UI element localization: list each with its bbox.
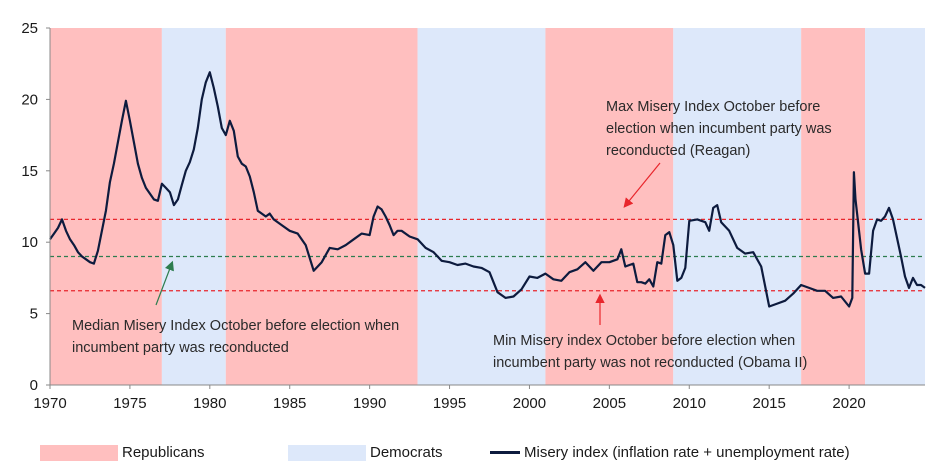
annotation-max-arrow bbox=[623, 162, 661, 208]
y-tick-label-15: 15 bbox=[21, 163, 38, 180]
band-democrats-1 bbox=[161, 28, 226, 385]
x-tick-label-1990: 1990 bbox=[353, 395, 386, 412]
legend-swatch-republicans bbox=[40, 444, 118, 461]
annotation-max-line-1: Max Misery Index October before bbox=[606, 99, 820, 115]
annotation-min-line-2: incumbent party was not reconducted (Oba… bbox=[493, 355, 807, 371]
y-tick-label-25: 25 bbox=[21, 20, 38, 37]
y-tick-label-20: 20 bbox=[21, 91, 38, 108]
annotation-median-line-1: Median Misery Index October before elect… bbox=[72, 318, 399, 334]
reference-lines bbox=[50, 218, 925, 292]
legend-item-misery-index: Misery index (inflation rate + unemploym… bbox=[490, 444, 850, 461]
series-layer bbox=[49, 71, 926, 308]
x-tick-label-2020: 2020 bbox=[832, 395, 865, 412]
x-tick-label-1975: 1975 bbox=[113, 395, 146, 412]
x-tick-label-1995: 1995 bbox=[433, 395, 466, 412]
legend-item-democrats: Democrats bbox=[288, 444, 443, 461]
legend: Republicans Democrats Misery index (infl… bbox=[0, 438, 949, 468]
x-tick-label-2010: 2010 bbox=[673, 395, 706, 412]
series-line-misery-index bbox=[49, 71, 926, 308]
annotation-median-arrow bbox=[155, 260, 174, 306]
legend-item-republicans: Republicans bbox=[40, 444, 205, 461]
y-tick-label-0: 0 bbox=[30, 377, 38, 394]
band-democrats-3 bbox=[417, 28, 546, 385]
annotation-max: Max Misery Index October before election… bbox=[606, 99, 836, 159]
band-democrats-5 bbox=[673, 28, 802, 385]
legend-line-misery-index bbox=[490, 451, 520, 454]
annotation-median-line-2: incumbent party was reconducted bbox=[72, 340, 289, 356]
legend-label-misery-index: Misery index (inflation rate + unemploym… bbox=[524, 444, 850, 461]
annotation-min: Min Misery index October before election… bbox=[493, 333, 807, 371]
annotation-median: Median Misery Index October before elect… bbox=[72, 318, 403, 356]
y-tick-label-10: 10 bbox=[21, 234, 38, 251]
x-tick-label-2015: 2015 bbox=[752, 395, 785, 412]
annotations: Max Misery Index October before election… bbox=[72, 99, 836, 371]
party-background-bands bbox=[50, 28, 925, 385]
legend-swatch-democrats bbox=[288, 444, 366, 461]
x-tick-label-1985: 1985 bbox=[273, 395, 306, 412]
annotation-max-line-3: reconducted (Reagan) bbox=[606, 143, 750, 159]
annotation-min-line-1: Min Misery index October before election… bbox=[493, 333, 795, 349]
annotation-max-line-2: election when incumbent party was bbox=[606, 121, 832, 137]
legend-label-democrats: Democrats bbox=[370, 444, 443, 461]
x-tick-label-1970: 1970 bbox=[33, 395, 66, 412]
legend-label-republicans: Republicans bbox=[122, 444, 205, 461]
x-tick-label-1980: 1980 bbox=[193, 395, 226, 412]
x-tick-labels: 1970 1975 1980 1985 1990 1995 2000 2005 2010 2015… bbox=[33, 385, 866, 412]
y-tick-labels: 0 5 10 15 20 25 bbox=[21, 20, 50, 394]
x-tick-label-2000: 2000 bbox=[513, 395, 546, 412]
band-republicans-4 bbox=[545, 28, 674, 385]
misery-index-chart: 0 5 10 15 20 25 1970 1975 1980 1985 1990 1995 2000 2… bbox=[21, 20, 926, 412]
x-tick-label-2005: 2005 bbox=[593, 395, 626, 412]
band-democrats-7 bbox=[865, 28, 925, 385]
y-tick-label-5: 5 bbox=[30, 306, 38, 323]
axes bbox=[49, 28, 925, 386]
